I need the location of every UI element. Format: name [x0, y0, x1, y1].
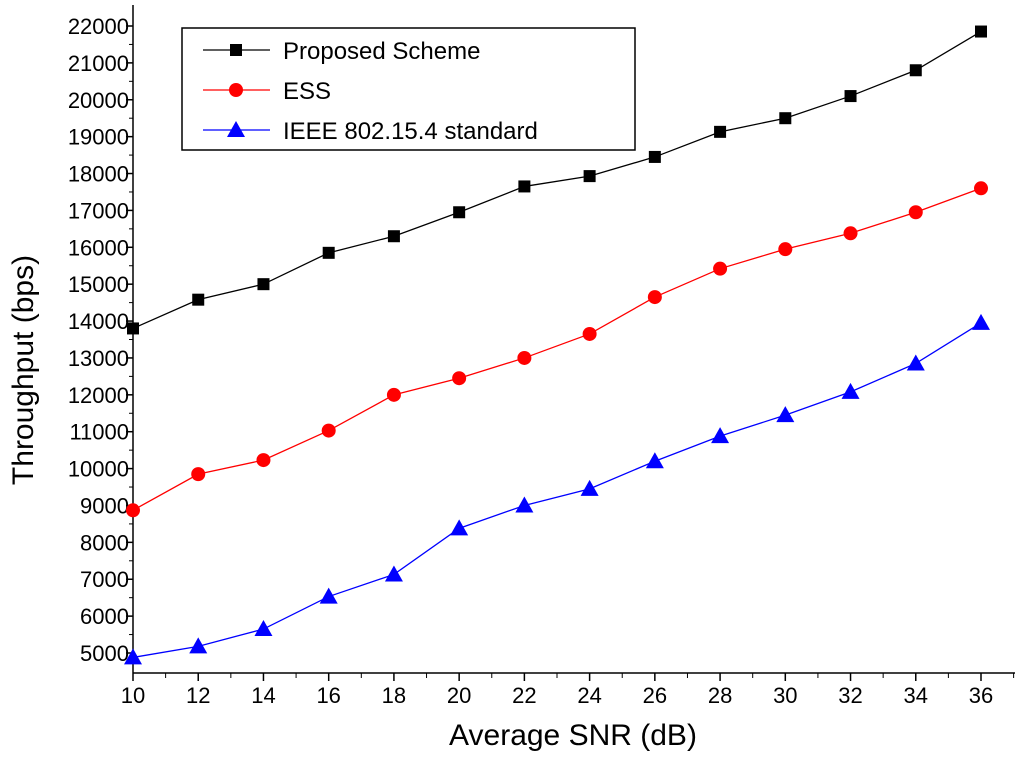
data-point [843, 226, 858, 241]
data-point [645, 452, 664, 469]
y-axis-title: Throughput (bps) [7, 255, 40, 485]
data-point [127, 322, 139, 335]
data-point [711, 427, 730, 444]
data-point [384, 565, 403, 582]
data-point [322, 246, 335, 259]
series-group [124, 25, 990, 665]
data-point [582, 326, 597, 341]
data-point [515, 496, 534, 513]
data-point [254, 620, 273, 637]
data-point [844, 90, 857, 103]
data-point [908, 205, 923, 220]
x-axis-title: Average SNR (dB) [449, 719, 697, 752]
data-point [583, 170, 596, 183]
data-point [518, 180, 531, 193]
y-tick-label: 5000 [80, 641, 129, 666]
data-point [256, 453, 271, 468]
y-tick-label: 9000 [80, 493, 129, 518]
legend-item-ess: ESS [203, 78, 331, 105]
y-tick-label: 10000 [68, 457, 129, 482]
x-tick-label: 26 [643, 683, 667, 708]
data-point [321, 423, 336, 438]
y-tick-label: 12000 [68, 383, 129, 408]
data-point [580, 479, 599, 496]
data-point [192, 293, 205, 306]
data-point [975, 25, 987, 38]
x-tick-label: 16 [316, 683, 340, 708]
y-tick-label: 14000 [68, 309, 129, 334]
data-point [647, 290, 662, 305]
y-tick-label: 19000 [68, 125, 129, 150]
data-point [648, 150, 661, 163]
x-tick-label: 14 [251, 683, 275, 708]
series-ieee-802-15-4-standard [124, 313, 990, 665]
data-point [714, 125, 727, 138]
data-point [257, 278, 270, 291]
axes: 5000 6000 7000 8000 9000 10000 11000 12000 13000… [68, 5, 1015, 708]
legend: Proposed Scheme ESS IEEE 802.15.4 standard [181, 27, 636, 151]
x-tick-label: 34 [904, 683, 928, 708]
data-point [387, 230, 400, 243]
legend-label: ESS [283, 78, 331, 105]
data-point [909, 64, 922, 77]
y-tick-label: 11000 [69, 420, 129, 445]
x-tick-label: 20 [447, 683, 471, 708]
legend-marker [229, 83, 243, 97]
y-tick-label: 18000 [68, 162, 129, 187]
data-point [841, 382, 860, 399]
legend-item-ieee-802-15-4-standard: IEEE 802.15.4 standard [203, 118, 538, 145]
y-tick-label: 17000 [68, 198, 129, 223]
data-point [450, 519, 469, 536]
x-tick-label: 32 [838, 683, 862, 708]
x-tick-label: 18 [382, 683, 406, 708]
data-point [778, 242, 793, 257]
legend-label: IEEE 802.15.4 standard [283, 118, 538, 145]
x-tick-label: 36 [969, 683, 993, 708]
data-point [453, 206, 466, 219]
x-tick-label: 30 [773, 683, 797, 708]
data-point [776, 406, 795, 423]
y-tick-label: 16000 [68, 235, 129, 260]
x-tick-label: 10 [121, 683, 145, 708]
data-point [779, 112, 792, 125]
data-point [319, 587, 338, 604]
data-point [124, 648, 142, 665]
series-line [132, 187, 982, 511]
y-tick-label: 6000 [80, 604, 129, 629]
legend-label: Proposed Scheme [283, 38, 480, 65]
data-point [906, 354, 925, 371]
series-ess [126, 181, 988, 518]
data-point [452, 371, 467, 386]
x-tick-label: 12 [186, 683, 210, 708]
x-tick-label: 28 [708, 683, 732, 708]
data-point [386, 387, 401, 402]
data-point [974, 181, 988, 196]
x-tick-label: 24 [577, 683, 601, 708]
y-tick-label: 22000 [68, 14, 129, 39]
data-point [126, 503, 140, 518]
data-point [191, 467, 206, 482]
y-tick-label: 13000 [68, 346, 129, 371]
legend-marker [227, 121, 245, 137]
y-tick-label: 20000 [68, 88, 129, 113]
data-point [713, 261, 728, 276]
series-line [132, 322, 982, 659]
x-tick-label: 22 [512, 683, 536, 708]
data-point [972, 313, 990, 330]
y-tick-label: 21000 [68, 51, 129, 76]
series-line [132, 30, 982, 330]
legend-item-proposed-scheme: Proposed Scheme [203, 38, 480, 65]
data-point [517, 350, 532, 365]
data-point [189, 637, 208, 654]
y-tick-label: 8000 [80, 530, 129, 555]
legend-marker [230, 44, 242, 56]
series-proposed-scheme [127, 25, 987, 335]
y-tick-label: 15000 [68, 272, 129, 297]
y-tick-label: 7000 [80, 567, 129, 592]
